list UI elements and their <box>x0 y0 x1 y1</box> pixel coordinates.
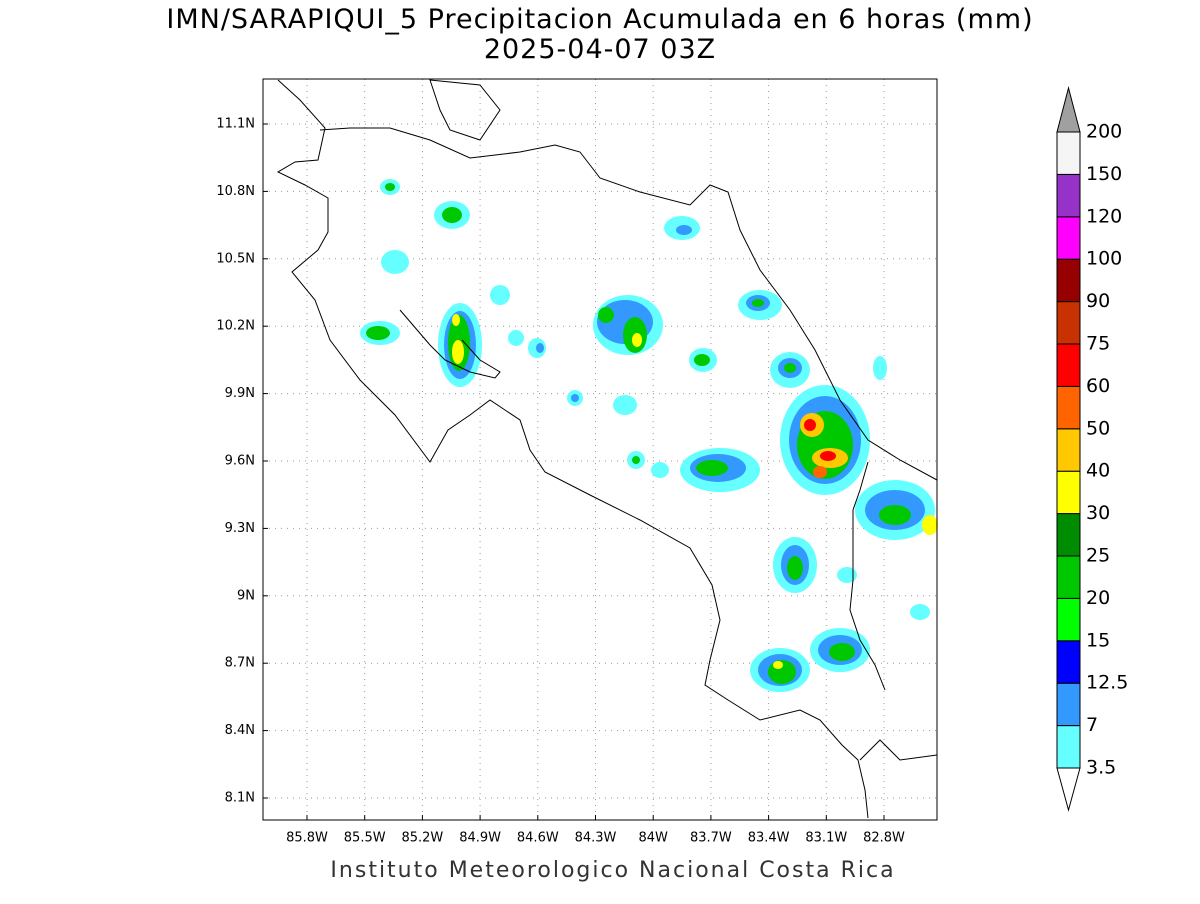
colorbar-segment <box>1056 428 1081 472</box>
x-tick-label: 84.6W <box>517 831 559 846</box>
y-tick-label: 9.3N <box>225 521 255 536</box>
subtitle: 2025-04-07 03Z <box>484 34 716 65</box>
x-tick-label: 84.9W <box>459 831 501 846</box>
colorbar-label: 40 <box>1086 460 1110 482</box>
lake-nicaragua <box>429 79 501 141</box>
colorbar-label: 100 <box>1086 248 1122 270</box>
colorbar-segment <box>1056 216 1081 260</box>
y-tick-label: 8.7N <box>225 656 255 671</box>
colorbar-over <box>1056 86 1081 133</box>
rain-cell <box>593 295 663 355</box>
colorbar-label: 30 <box>1086 502 1110 524</box>
rain-cell <box>770 352 810 388</box>
x-tick-label: 82.8W <box>863 831 905 846</box>
colorbar: 3.5 7 12.5 15 20 25 30 40 50 60 75 90 100 120 150 200 <box>1056 86 1128 812</box>
border-and-caribbean-coast <box>319 127 938 481</box>
x-ticks: 85.8W 85.5W 85.2W 84.9W 84.6W 84.3W 84W 83.7W 83… <box>286 815 905 846</box>
colorbar-segment <box>1056 725 1081 769</box>
colorbar-label: 7 <box>1086 714 1098 736</box>
precipitation-field <box>360 179 938 692</box>
colorbar-label: 25 <box>1086 545 1110 567</box>
rain-cell <box>810 628 870 672</box>
x-tick-label: 83.1W <box>805 831 847 846</box>
rain-cell <box>773 537 817 593</box>
rain-cell <box>664 216 700 240</box>
y-ticks: 11.1N 10.8N 10.5N 10.2N 9.9N 9.6N 9.3N 9N 8.7N 8.… <box>216 117 268 806</box>
colorbar-label: 50 <box>1086 417 1110 439</box>
rain-cell <box>380 179 400 195</box>
rain-cell <box>360 321 400 345</box>
x-tick-label: 85.8W <box>286 831 328 846</box>
rain-cell <box>750 648 810 692</box>
y-tick-label: 8.4N <box>225 723 255 738</box>
colorbar-segment <box>1056 640 1081 684</box>
title: IMN/SARAPIQUI_5 Precipitacion Acumulada … <box>166 4 1033 35</box>
colorbar-segment <box>1056 258 1081 303</box>
y-tick-label: 9N <box>237 588 255 603</box>
colorbar-label: 200 <box>1086 121 1122 143</box>
colorbar-label: 75 <box>1086 333 1110 355</box>
coastlines <box>276 79 938 819</box>
colorbar-segment <box>1056 301 1081 345</box>
y-tick-label: 10.2N <box>216 319 255 334</box>
y-tick-label: 10.5N <box>216 251 255 266</box>
y-tick-label: 9.9N <box>225 386 255 401</box>
x-tick-label: 84W <box>638 831 668 846</box>
rain-cell <box>434 201 470 229</box>
map-frame <box>262 78 938 821</box>
colorbar-segment <box>1056 555 1081 599</box>
burica <box>859 739 938 761</box>
colorbar-segment <box>1056 173 1081 218</box>
colorbar-label: 12.5 <box>1086 672 1128 694</box>
x-tick-label: 84.3W <box>575 831 617 846</box>
gulf-nicoya <box>399 309 501 379</box>
footer: Instituto Meteorologico Nacional Costa R… <box>330 858 895 883</box>
y-tick-label: 9.6N <box>225 454 255 469</box>
colorbar-segment <box>1056 597 1081 642</box>
colorbar-label: 20 <box>1086 587 1110 609</box>
colorbar-label: 3.5 <box>1086 757 1116 779</box>
panama-border <box>849 461 886 691</box>
colorbar-segment <box>1056 385 1081 430</box>
x-tick-label: 85.2W <box>401 831 443 846</box>
pacific-coast <box>276 79 869 819</box>
colorbar-segment <box>1056 470 1081 515</box>
colorbar-segment <box>1056 343 1081 387</box>
colorbar-label: 90 <box>1086 290 1110 312</box>
y-tick-label: 11.1N <box>216 117 255 132</box>
colorbar-label: 150 <box>1086 163 1122 185</box>
x-tick-label: 83.7W <box>690 831 732 846</box>
colorbar-label: 15 <box>1086 629 1110 651</box>
rain-cell <box>438 303 482 387</box>
colorbar-segment <box>1056 682 1081 727</box>
rain-cell <box>680 448 760 492</box>
colorbar-label: 60 <box>1086 375 1110 397</box>
rain-cell <box>381 250 930 620</box>
rain-cell <box>738 290 782 320</box>
x-tick-label: 85.5W <box>344 831 386 846</box>
colorbar-segment <box>1056 513 1081 557</box>
rain-cell <box>855 480 938 540</box>
x-tick-label: 83.4W <box>748 831 790 846</box>
rain-cell <box>780 385 870 495</box>
colorbar-segment <box>1056 131 1081 175</box>
y-tick-label: 10.8N <box>216 184 255 199</box>
rain-cell <box>689 348 717 372</box>
colorbar-under <box>1056 767 1081 812</box>
y-tick-label: 8.1N <box>225 791 255 806</box>
colorbar-label: 120 <box>1086 205 1122 227</box>
